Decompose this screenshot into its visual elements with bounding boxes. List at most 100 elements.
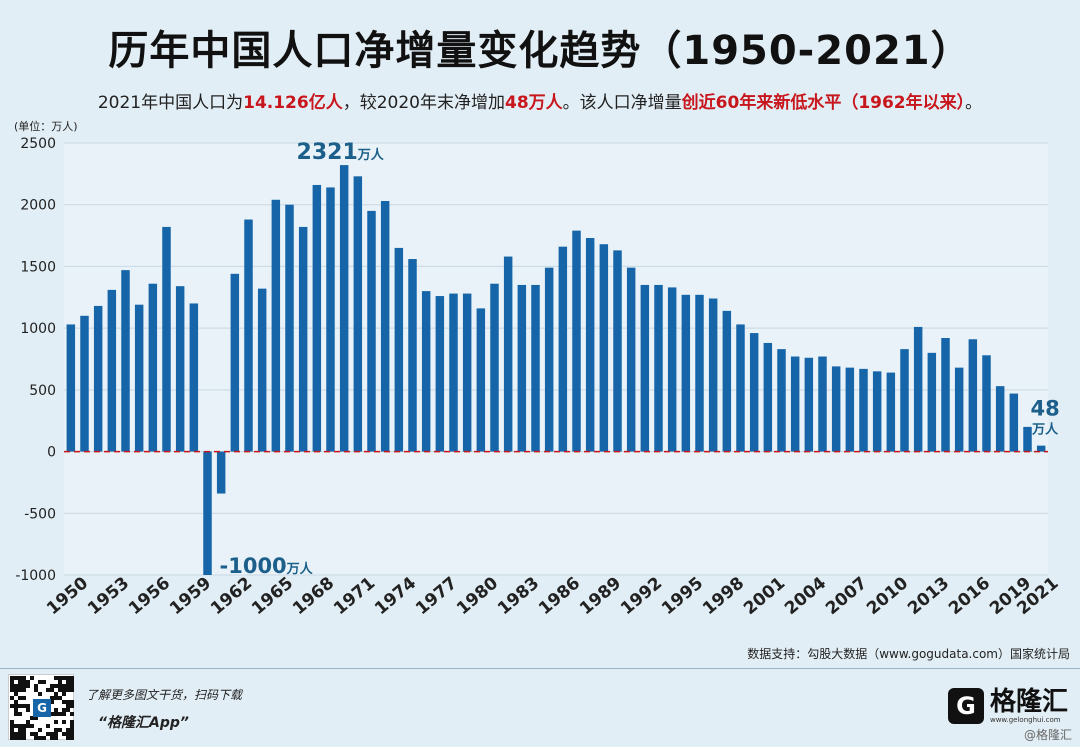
qr-module: [14, 676, 18, 680]
bar: [585, 238, 595, 452]
bar: [93, 305, 103, 452]
qr-module: [62, 684, 66, 688]
y-tick-label: 2000: [20, 198, 56, 214]
watermark: @格隆汇: [1023, 728, 1072, 742]
qr-module: [34, 732, 38, 736]
qr-module: [50, 700, 54, 704]
qr-module: [58, 728, 62, 732]
bar: [134, 304, 144, 452]
y-tick-label: -500: [24, 506, 56, 522]
data-label-value: 2321: [297, 140, 358, 165]
subtitle-part2: ，较2020年末净增加: [342, 93, 505, 113]
promo-text: 了解更多图文干货，扫码下载: [86, 688, 243, 702]
bar: [394, 247, 404, 452]
bar-chart: -1000-5000500100015002000250019501953195…: [15, 136, 1062, 619]
qr-module: [34, 688, 38, 692]
qr-module: [10, 724, 14, 728]
bar: [476, 308, 486, 452]
plot-area: [64, 143, 1048, 575]
x-tick-label: 1968: [289, 573, 338, 619]
data-label-unit: 万人: [286, 561, 314, 577]
qr-module: [38, 692, 42, 696]
bar: [517, 284, 527, 452]
qr-module: [62, 720, 66, 724]
x-tick-label: 1989: [576, 573, 625, 619]
qr-module: [66, 680, 70, 684]
qr-module: [10, 696, 14, 700]
x-tick-label: 1965: [248, 573, 297, 619]
bar: [544, 267, 554, 452]
bar: [175, 286, 185, 452]
bar: [66, 324, 76, 452]
bar: [421, 291, 431, 452]
bar: [490, 283, 499, 452]
brand-mark-icon: G: [947, 688, 984, 724]
footer-divider: [0, 668, 1080, 669]
qr-module: [70, 732, 74, 736]
bar: [995, 386, 1005, 452]
brand-logo: G 格隆汇 www.gelonghui.com: [947, 688, 1068, 724]
qr-module: [50, 736, 54, 740]
qr-code[interactable]: G: [8, 674, 74, 740]
qr-module: [54, 732, 58, 736]
promo-app-name: “格隆汇App”: [98, 715, 189, 731]
qr-module: [18, 736, 22, 740]
bar: [681, 294, 691, 452]
qr-module: [54, 712, 58, 716]
qr-module: [70, 712, 74, 716]
subtitle-part3: 。该人口净增量: [562, 93, 682, 113]
qr-module: [70, 680, 74, 684]
bar: [367, 210, 376, 452]
bar: [558, 246, 568, 452]
subtitle-highlight-population: 14.126亿人: [243, 93, 343, 113]
bar: [257, 288, 267, 452]
bar: [941, 338, 950, 452]
bar: [462, 293, 472, 452]
qr-module: [10, 680, 14, 684]
bar: [913, 326, 923, 452]
bar: [80, 315, 89, 452]
bar: [353, 176, 363, 452]
bar: [804, 357, 814, 452]
qr-module: [10, 684, 14, 688]
bar: [640, 284, 650, 452]
qr-module: [18, 704, 22, 708]
y-tick-label: 1000: [20, 321, 56, 337]
qr-module: [46, 732, 50, 736]
bar: [763, 342, 773, 452]
qr-module: [38, 728, 42, 732]
bar: [216, 451, 226, 494]
qr-module: [14, 736, 18, 740]
qr-module: [10, 720, 14, 724]
qr-module: [14, 704, 18, 708]
bar: [927, 352, 937, 452]
data-label-value: 48: [1031, 397, 1060, 421]
bar: [1009, 393, 1019, 452]
subtitle-part1: 2021年中国人口为: [97, 93, 244, 113]
qr-module: [70, 688, 74, 692]
qr-module: [10, 732, 14, 736]
qr-module: [34, 684, 38, 688]
x-tick-label: 1959: [166, 573, 215, 619]
qr-module: [14, 708, 18, 712]
qr-module: [70, 728, 74, 732]
qr-module: [30, 724, 34, 728]
x-tick-label: 1983: [494, 573, 543, 619]
qr-module: [26, 680, 30, 684]
qr-module: [26, 724, 30, 728]
qr-module: [66, 684, 70, 688]
qr-module: [14, 700, 18, 704]
subtitle-part4: 。: [965, 93, 983, 113]
qr-module: [34, 716, 38, 720]
bar: [722, 310, 732, 452]
bar: [531, 284, 540, 452]
bar: [203, 451, 212, 575]
bar: [408, 259, 417, 452]
qr-module: [10, 676, 14, 680]
qr-module: [70, 684, 74, 688]
qr-module: [18, 684, 22, 688]
brand-url: www.gelonghui.com: [989, 716, 1061, 724]
y-tick-label: 0: [47, 445, 56, 461]
qr-module: [22, 704, 26, 708]
qr-module: [62, 708, 66, 712]
